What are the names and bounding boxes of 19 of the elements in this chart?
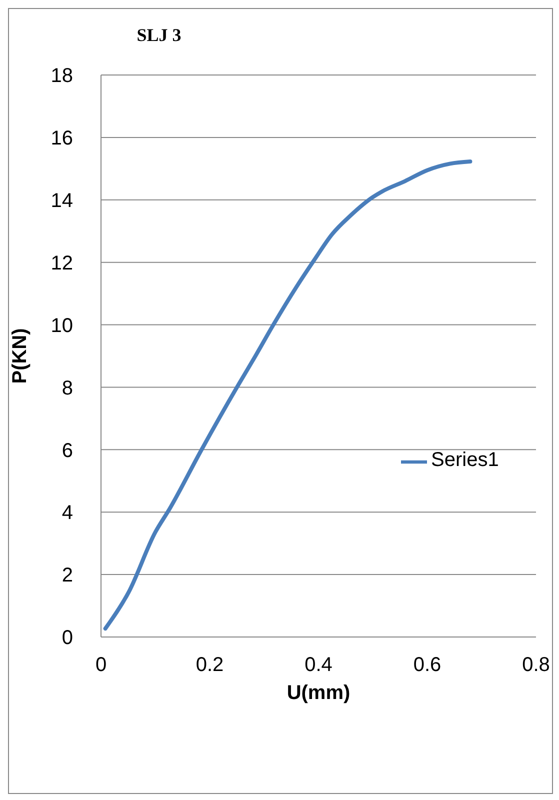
y-tick-label: 6 xyxy=(62,440,73,462)
y-axis-title: P(KN) xyxy=(9,328,32,384)
chart-title: SLJ 3 xyxy=(136,25,182,46)
y-tick-label: 8 xyxy=(62,377,73,400)
y-tick-label: 16 xyxy=(50,128,73,150)
x-tick-label: 0 xyxy=(95,654,107,676)
x-tick-label: 0.8 xyxy=(522,654,550,676)
y-tick-label: 18 xyxy=(50,65,73,88)
y-tick-label: 0 xyxy=(62,627,73,650)
x-tick-label: 0.2 xyxy=(196,654,224,676)
x-axis-title: U(mm) xyxy=(286,682,350,704)
y-tick-label: 4 xyxy=(62,502,73,524)
x-tick-label: 0.6 xyxy=(413,654,442,676)
x-tick-label: 0.4 xyxy=(304,654,332,676)
y-tick-label: 10 xyxy=(50,314,73,337)
y-tick-label: 12 xyxy=(50,252,73,274)
legend-label: Series1 xyxy=(431,449,499,472)
y-tick-label: 14 xyxy=(50,190,73,212)
y-tick-label: 2 xyxy=(62,564,73,587)
